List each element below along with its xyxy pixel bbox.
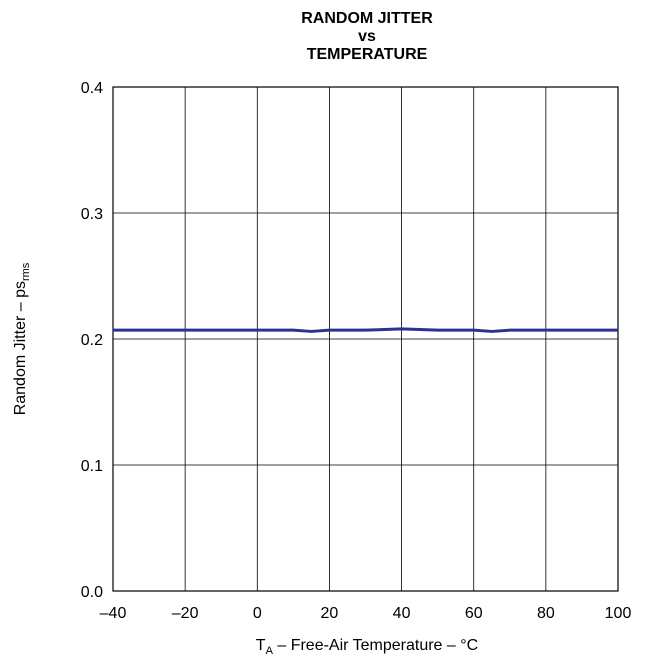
chart-title-line: TEMPERATURE [307,46,428,63]
plot-frame [112,86,619,592]
y-tick-label: 0.2 [81,332,103,349]
y-axis-ticks: 0.4 0.3 0.2 0.1 0.0 [81,80,103,601]
chart-title-line: RANDOM JITTER [301,10,433,27]
x-tick-label: 60 [465,605,483,622]
y-axis-label: Random Jitter – psrms [12,262,32,415]
x-tick-label: –20 [172,605,199,622]
x-tick-label: 100 [605,605,632,622]
y-tick-label: 0.1 [81,458,103,475]
y-tick-label: 0.4 [81,80,103,97]
series-line [113,327,618,333]
x-tick-label: 20 [321,605,339,622]
x-tick-label: –40 [100,605,127,622]
chart-title-line: vs [358,28,376,45]
x-tick-label: 80 [537,605,555,622]
y-tick-label: 0.3 [81,206,103,223]
x-tick-label: 0 [253,605,262,622]
series [113,327,618,333]
x-axis-ticks: –40 –20 0 20 40 60 80 100 [100,605,632,622]
x-tick-label: 40 [393,605,411,622]
grid [112,86,619,592]
y-tick-label: 0.0 [81,584,103,601]
x-axis-label: TA – Free-Air Temperature – °C [256,637,478,657]
